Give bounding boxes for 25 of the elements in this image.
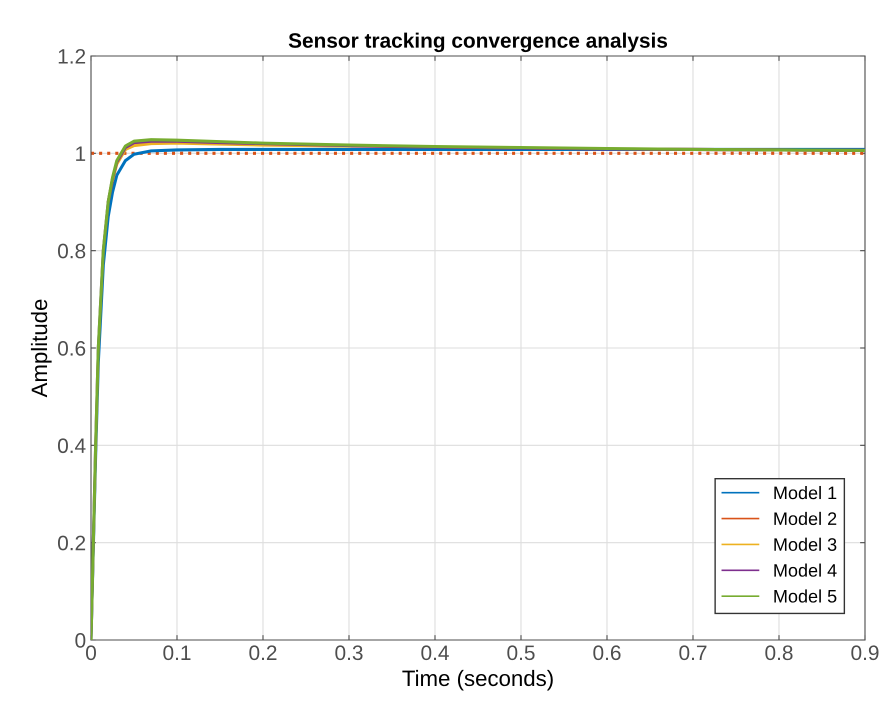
x-tick-label: 0.1 bbox=[163, 645, 190, 660]
y-tick-label: 0.2 bbox=[58, 536, 86, 550]
x-axis-title: Time (seconds) bbox=[402, 670, 553, 691]
y-tick-label: 1.2 bbox=[58, 49, 86, 64]
legend-label: Model 1 bbox=[774, 486, 836, 500]
y-tick-label: 0.4 bbox=[58, 438, 86, 454]
x-tick-label: 0.6 bbox=[593, 645, 621, 660]
x-tick-label: 0.3 bbox=[335, 645, 363, 660]
x-tick-label: 0 bbox=[86, 645, 96, 660]
y-tick-label: 0.6 bbox=[58, 341, 86, 356]
y-tick-label: 0 bbox=[75, 633, 86, 648]
legend-label: Model 2 bbox=[774, 512, 836, 526]
x-tick-label: 0.2 bbox=[249, 645, 276, 660]
y-tick-label: 0.8 bbox=[58, 244, 86, 258]
y-tick-label: 1 bbox=[76, 146, 86, 161]
chart-title: Sensor tracking convergence analysis bbox=[288, 32, 668, 52]
legend-label: Model 5 bbox=[774, 589, 836, 603]
x-tick-label: 0.8 bbox=[765, 645, 793, 660]
x-tick-label: 0.9 bbox=[851, 645, 878, 660]
legend-label: Model 4 bbox=[774, 564, 837, 577]
y-axis-title: Amplitude bbox=[30, 300, 52, 398]
x-tick-label: 0.7 bbox=[679, 645, 706, 660]
x-tick-label: 0.4 bbox=[421, 645, 449, 660]
x-tick-label: 0.5 bbox=[507, 645, 535, 660]
legend-label: Model 3 bbox=[774, 538, 836, 551]
